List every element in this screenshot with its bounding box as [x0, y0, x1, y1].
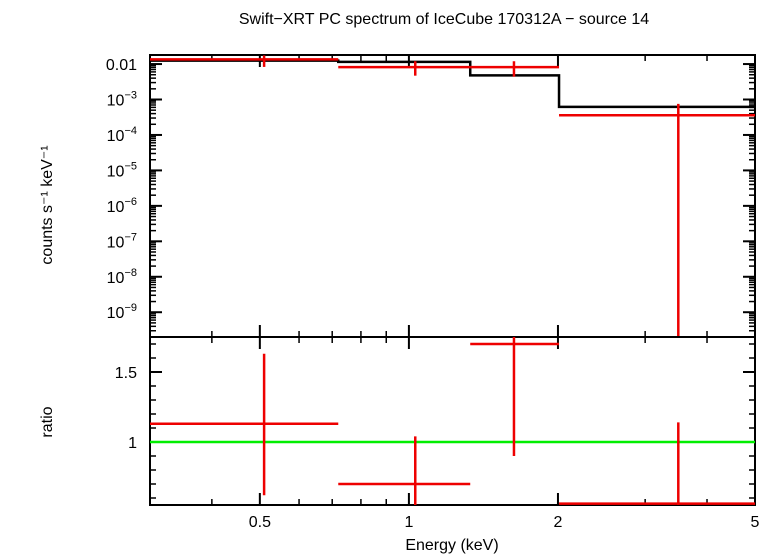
spectrum-y-axis-label: counts s⁻¹ keV⁻¹	[39, 145, 56, 264]
y-tick-label: 1	[128, 435, 137, 452]
data-point	[338, 61, 471, 76]
ratio-point	[470, 337, 560, 456]
spectrum-data	[150, 55, 755, 337]
data-point	[150, 55, 339, 67]
y-tick-label: 1.5	[115, 365, 137, 382]
x-axis-label: Energy (keV)	[405, 537, 498, 554]
y-tick-label: 10−9	[107, 302, 137, 322]
ratio-point	[559, 422, 755, 505]
data-point	[559, 103, 755, 337]
ratio-data	[150, 337, 755, 505]
ratio-y-axis-label: ratio	[39, 406, 56, 437]
x-tick-labels: 0.5 1 2 5	[249, 514, 760, 531]
y-tick-label: 0.01	[106, 57, 137, 74]
spectrum-y-tick-labels: 0.01 10−3 10−4 10−5 10−6 10−7 10−8 10−9	[106, 57, 137, 322]
ratio-y-tick-labels: 11.5	[115, 365, 137, 452]
ratio-panel-ticks	[149, 337, 756, 505]
spectrum-model	[150, 59, 755, 109]
spectrum-panel: 0.01 10−3 10−4 10−5 10−6 10−7 10−8 10−9 counts …	[39, 54, 756, 338]
data-point	[470, 61, 560, 77]
ratio-point	[150, 353, 339, 496]
y-tick-label: 10−7	[107, 231, 137, 251]
y-tick-label: 10−4	[107, 125, 137, 145]
spectrum-panel-frame	[149, 54, 756, 338]
y-tick-label: 10−3	[107, 90, 137, 110]
y-tick-label: 10−8	[107, 267, 137, 287]
x-tick-label: 1	[404, 514, 413, 531]
spectrum-panel-ticks	[149, 55, 756, 338]
ratio-point	[338, 436, 471, 505]
y-tick-label: 10−6	[107, 196, 137, 216]
x-tick-label: 2	[554, 514, 563, 531]
ratio-panel-frame	[149, 336, 756, 506]
y-tick-label: 10−5	[107, 160, 137, 180]
x-tick-label: 0.5	[249, 514, 271, 531]
ratio-panel: 11.5 ratio	[39, 336, 756, 506]
chart-title: Swift−XRT PC spectrum of IceCube 170312A…	[239, 11, 649, 28]
x-tick-label: 5	[751, 514, 760, 531]
model-step-line	[150, 59, 755, 109]
